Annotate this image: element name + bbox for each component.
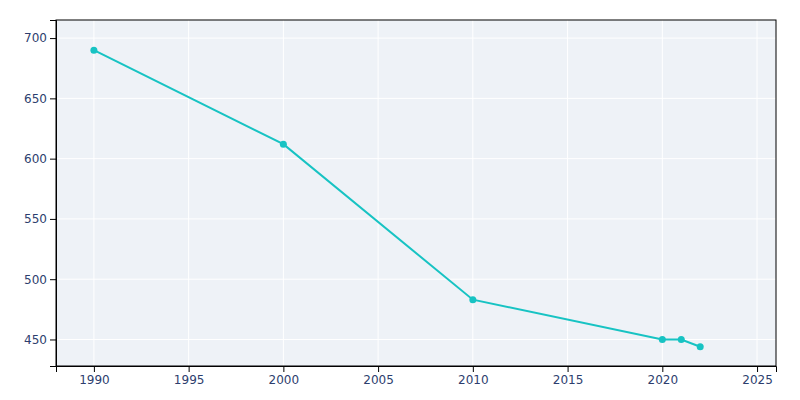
tick-label: 450	[24, 333, 47, 347]
point	[469, 296, 476, 303]
tick-mark	[662, 366, 663, 372]
tick-mark	[50, 159, 56, 160]
grid-line	[567, 20, 568, 366]
grid-line	[188, 20, 189, 366]
tick-mark	[50, 279, 56, 280]
point	[280, 141, 287, 148]
tick: 450	[24, 333, 56, 347]
chart: 1990 1995 2000 2005 2010 2015 2020 2025 450 500 55…	[0, 0, 800, 400]
tick: 2020	[648, 366, 679, 387]
y-axis: 450 500 550 600 650 700	[24, 21, 56, 367]
grid-line	[56, 38, 776, 39]
grid-line	[472, 20, 473, 366]
tick-label: 550	[24, 212, 47, 226]
tick-mark	[757, 366, 758, 372]
tick-label: 650	[24, 92, 47, 106]
tick-label: 500	[24, 273, 47, 287]
tick-label: 2000	[269, 373, 300, 387]
grid-line	[56, 98, 776, 99]
grid	[56, 20, 776, 366]
tick-label: 1995	[174, 373, 205, 387]
tick-label: 700	[24, 31, 47, 45]
tick: 2000	[269, 366, 300, 387]
tick-mark	[283, 366, 284, 372]
point	[659, 336, 666, 343]
grid-line	[662, 20, 663, 366]
tick-mark	[50, 219, 56, 220]
tick-label: 1990	[79, 373, 110, 387]
tick-mark	[94, 366, 95, 372]
plot-background	[56, 20, 776, 366]
x-axis: 1990 1995 2000 2005 2010 2015 2020 2025	[57, 366, 777, 387]
tick: 500	[24, 273, 56, 287]
tick-mark	[378, 366, 379, 372]
tick: 2025	[742, 366, 773, 387]
tick-mark	[50, 38, 56, 39]
tick-label: 2025	[742, 373, 773, 387]
tick-mark	[50, 98, 56, 99]
axis-line	[57, 367, 777, 373]
tick-label: 600	[24, 152, 47, 166]
tick: 650	[24, 92, 56, 106]
tick-mark	[50, 339, 56, 340]
tick: 1990	[79, 366, 110, 387]
tick-mark	[473, 366, 474, 372]
tick: 2010	[458, 366, 489, 387]
point	[90, 47, 97, 54]
tick: 700	[24, 31, 56, 45]
tick: 1995	[174, 366, 205, 387]
line	[94, 50, 700, 347]
plot: 1990 1995 2000 2005 2010 2015 2020 2025 450 500 55…	[24, 20, 776, 387]
grid-line	[283, 20, 284, 366]
tick-label: 2015	[553, 373, 584, 387]
point	[697, 343, 704, 350]
tick-label: 2010	[458, 373, 489, 387]
tick: 600	[24, 152, 56, 166]
tick-mark	[568, 366, 569, 372]
grid-line	[56, 279, 776, 280]
tick-mark	[189, 366, 190, 372]
grid-line	[56, 158, 776, 159]
tick: 2005	[363, 366, 394, 387]
grid-line	[757, 20, 758, 366]
tick: 550	[24, 212, 56, 226]
tick: 2015	[553, 366, 584, 387]
grid-line	[56, 218, 776, 219]
tick-label: 2005	[363, 373, 394, 387]
plot-frame	[56, 20, 776, 366]
point	[678, 336, 685, 343]
tick-label: 2020	[648, 373, 679, 387]
marks	[90, 47, 703, 351]
grid-line	[378, 20, 379, 366]
grid-line	[93, 20, 94, 366]
